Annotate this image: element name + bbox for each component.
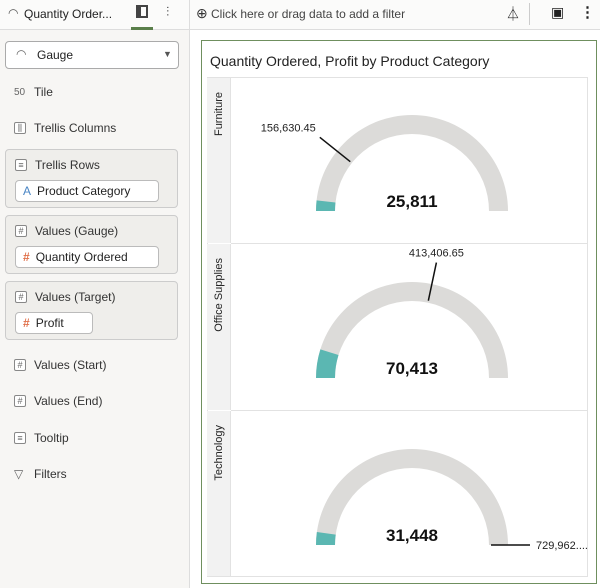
gauge-value-label: 70,413 [386, 359, 438, 378]
measure-icon: # [15, 291, 27, 303]
viz-type-select[interactable]: ◠ Gauge ▼ [5, 41, 179, 69]
gauge-track [316, 282, 508, 378]
row-label: Office Supplies [207, 244, 231, 410]
target-marker [427, 262, 438, 301]
row-divider [231, 410, 588, 411]
measure-icon: # [14, 359, 26, 371]
pill-profit[interactable]: # Profit [15, 312, 93, 334]
sidebar-item-trellis-columns[interactable]: ⫼ Trellis Columns [14, 121, 116, 135]
pill-quantity-ordered[interactable]: # Quantity Ordered [15, 246, 159, 268]
gauge-value-label: 31,448 [386, 526, 438, 545]
measure-icon: # [23, 250, 30, 264]
add-filter-icon[interactable]: ⊕ [196, 5, 208, 21]
sidebar-item-filters[interactable]: ▽ Filters [14, 467, 67, 481]
gauge-value-fill [316, 532, 336, 545]
pill-label: Product Category [37, 184, 131, 198]
gauge-value-fill [316, 349, 339, 378]
row-label: Furniture [207, 78, 231, 243]
pill-label: Quantity Ordered [35, 250, 128, 264]
gauge-value-fill [316, 200, 336, 211]
sidebar-item-label: Values (Start) [34, 358, 107, 372]
top-toolbar: ◠ Quantity Order... ⫶ ⊕ Click here or dr… [0, 0, 600, 30]
tile-icon: 50 [14, 86, 26, 98]
sidebar-item-tile[interactable]: 50 Tile [14, 85, 53, 99]
drop-zone-label: Trellis Rows [35, 158, 100, 172]
measure-icon: # [14, 395, 26, 407]
active-tab-indicator [131, 27, 153, 30]
measure-icon: # [23, 316, 30, 330]
drop-zone-label: Values (Gauge) [35, 224, 119, 238]
gauge-value-label: 25,811 [386, 192, 437, 211]
viz-type-value: Gauge [37, 48, 74, 62]
sidebar-item-label: Filters [34, 467, 67, 481]
auto-apply-icon[interactable]: ▣ [551, 4, 565, 20]
drop-zone-values-target[interactable]: # Values (Target) # Profit [5, 281, 178, 340]
gauge-icon: ◠ [16, 47, 27, 61]
filter-icon: ▽ [14, 467, 24, 481]
target-marker [319, 136, 351, 163]
sidebar-item-values-end[interactable]: # Values (End) [14, 394, 102, 408]
filter-options-icon[interactable]: ⏃ [506, 6, 520, 22]
sidebar-item-label: Trellis Columns [34, 121, 117, 135]
more-options-icon[interactable]: ⋮ [580, 4, 595, 21]
target-label: 413,406.65 [409, 248, 464, 260]
sidebar-item-values-start[interactable]: # Values (Start) [14, 358, 106, 372]
sidebar-item-label: Tile [34, 85, 53, 99]
viz-title[interactable]: Quantity Order... [24, 7, 113, 21]
target-label: 729,962.... [536, 540, 588, 552]
sidebar-item-label: Tooltip [34, 431, 69, 445]
tooltip-icon: ≡ [14, 432, 26, 444]
gauge-icon: ◠ [8, 6, 19, 20]
measure-icon: # [15, 225, 27, 237]
drop-zone-label: Values (Target) [35, 290, 116, 304]
viz-header: ◠ Quantity Order... ⫶ [0, 0, 190, 30]
pill-product-category[interactable]: A Product Category [15, 180, 159, 202]
properties-tab-icon[interactable]: ⫶ [166, 4, 170, 19]
divider [529, 3, 530, 25]
layout-tab-icon[interactable] [136, 5, 148, 18]
row-label: Technology [207, 411, 231, 576]
chart-title: Quantity Ordered, Profit by Product Cate… [210, 53, 490, 69]
row-divider [231, 243, 588, 244]
sidebar-item-label: Values (End) [34, 394, 103, 408]
filter-input[interactable]: Click here or drag data to add a filter [211, 7, 406, 21]
drop-zone-values-gauge[interactable]: # Values (Gauge) # Quantity Ordered [5, 215, 178, 274]
text-attribute-icon: A [23, 184, 32, 198]
columns-icon: ⫼ [14, 122, 26, 134]
gauge-track [316, 115, 508, 211]
rows-icon: ≡ [15, 159, 27, 171]
target-label: 156,630.45 [261, 122, 316, 134]
drop-zone-trellis-rows[interactable]: ≡ Trellis Rows A Product Category [5, 149, 178, 208]
gauge-track [316, 449, 508, 545]
chevron-down-icon: ▼ [163, 49, 172, 59]
sidebar-item-tooltip[interactable]: ≡ Tooltip [14, 431, 69, 445]
pill-label: Profit [35, 316, 64, 330]
